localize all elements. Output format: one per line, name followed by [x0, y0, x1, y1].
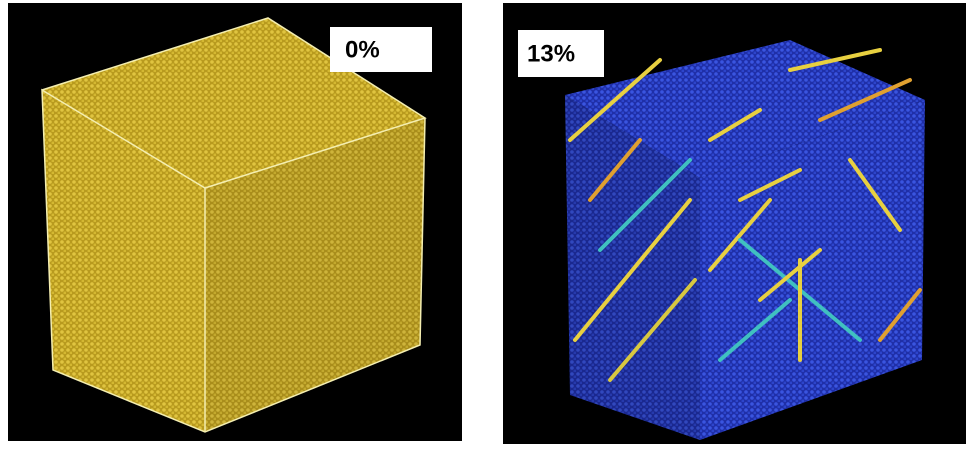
strain-label: 13%: [527, 40, 575, 67]
figure: 0% 13%: [0, 0, 970, 449]
strain-label: 0%: [345, 36, 380, 63]
